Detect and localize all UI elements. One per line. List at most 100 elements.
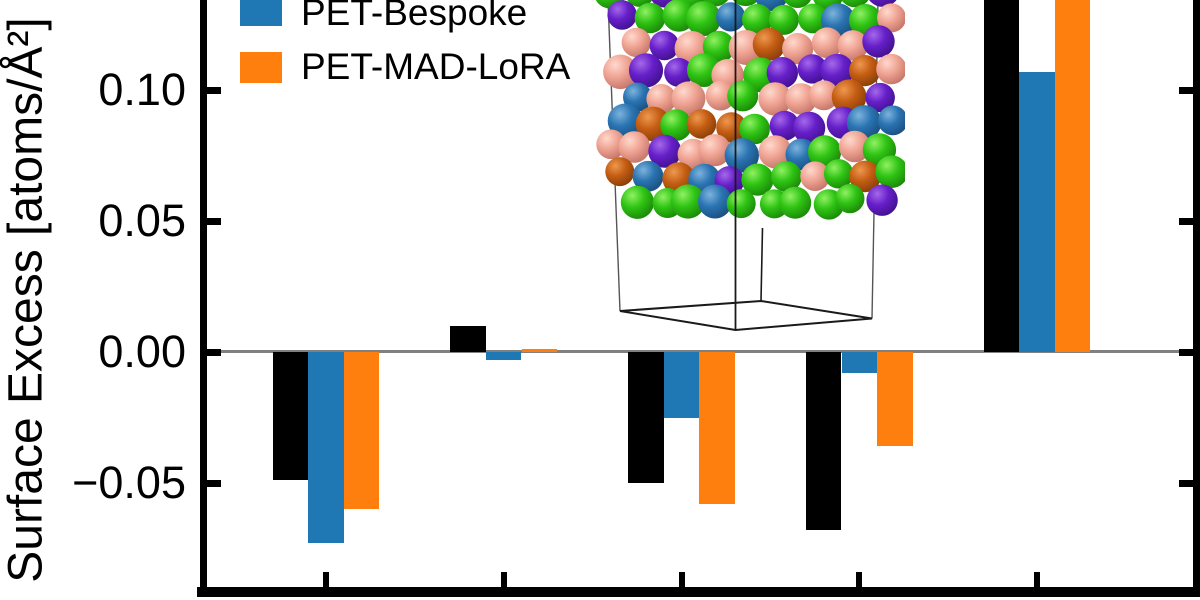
atom [831, 79, 867, 115]
y-tick-left [207, 479, 221, 487]
atom [603, 54, 638, 90]
bar-series0-group2 [628, 352, 664, 483]
atom [820, 53, 854, 88]
y-tick-left [207, 217, 221, 225]
atom [698, 134, 731, 167]
box-bottom-face [619, 299, 873, 332]
atom [849, 160, 881, 193]
bar-series0-group1 [450, 325, 486, 352]
atom [792, 111, 826, 145]
atom [664, 57, 694, 87]
atom [607, 0, 637, 30]
atom [823, 159, 854, 189]
atom [605, 157, 635, 187]
atom [628, 53, 664, 88]
bar-series0-group0 [272, 352, 309, 481]
x-axis-line [197, 587, 1200, 597]
atom [866, 184, 898, 216]
atom [634, 2, 666, 34]
y-tick-label: 0.00 [98, 326, 186, 377]
atom [620, 185, 654, 219]
y-tick-label: −0.05 [72, 457, 186, 508]
atom [716, 112, 747, 143]
atoms-layer [595, 0, 905, 220]
y-tick-label: 0.10 [98, 64, 186, 115]
bar-series2-group4 [1054, 0, 1091, 352]
atom [698, 184, 732, 219]
atom [769, 110, 800, 141]
bar-series0-group3 [805, 352, 842, 531]
atom [646, 84, 677, 114]
atom [877, 3, 905, 33]
atom [838, 130, 871, 163]
atom [741, 163, 774, 196]
right-axis-line [1193, 0, 1200, 597]
y-tick-right [1179, 86, 1193, 94]
bar-series1-group0 [308, 352, 344, 544]
atom [670, 184, 706, 219]
atom [837, 30, 869, 61]
bar-series2-group0 [343, 352, 380, 510]
atom [862, 25, 895, 58]
atom [648, 134, 682, 168]
legend-swatch-pet-mad-lora [240, 52, 282, 83]
box-back-edge [760, 227, 764, 302]
atom [724, 138, 759, 173]
x-tick [678, 572, 685, 587]
atom [800, 161, 830, 191]
atom [877, 105, 905, 136]
x-tick [500, 572, 507, 587]
atom [766, 56, 798, 89]
legend-label-pet-bespoke: PET-Bespoke [301, 0, 528, 33]
atom [649, 30, 680, 61]
bar-series1-group4 [1019, 71, 1055, 352]
atom [768, 4, 799, 35]
atom [621, 27, 651, 58]
atom [784, 0, 811, 8]
atom [835, 184, 865, 214]
bar-series0-group4 [983, 0, 1020, 352]
atom [716, 2, 746, 32]
atom [779, 186, 812, 219]
atom [705, 80, 736, 111]
legend-label-pet-mad-lora: PET-MAD-LoRA [301, 46, 571, 87]
atom [752, 27, 786, 61]
atom [785, 83, 817, 115]
atom [632, 160, 664, 192]
atom [811, 27, 843, 59]
atom [732, 0, 759, 7]
y-tick-right [1179, 348, 1193, 356]
zero-gridline [207, 350, 1193, 353]
atom [876, 53, 905, 85]
atom [797, 54, 827, 84]
atom [727, 80, 759, 112]
y-tick-left [207, 348, 221, 356]
atom [742, 4, 773, 35]
x-tick [1034, 572, 1040, 587]
atom [875, 155, 905, 188]
bar-series1-group1 [485, 352, 522, 360]
atom [758, 82, 792, 116]
x-tick [323, 572, 329, 587]
atom [758, 135, 792, 169]
atom [671, 81, 706, 116]
atom [739, 113, 770, 145]
atom [865, 82, 895, 113]
y-axis-title: Surface Excess [atoms/Å²] [0, 17, 53, 583]
atom [596, 129, 626, 160]
atom [686, 1, 722, 37]
atom [660, 109, 692, 141]
bar-series2-group2 [699, 352, 735, 504]
atom [808, 135, 842, 169]
atom [798, 3, 828, 34]
y-tick-label: 0.05 [98, 195, 186, 246]
atom [849, 55, 881, 87]
atom [607, 103, 643, 139]
legend-swatch-pet-bespoke [240, 0, 282, 26]
atom [808, 80, 839, 111]
x-tick [856, 572, 863, 587]
atom [771, 161, 802, 193]
bar-series1-group2 [663, 352, 700, 418]
y-tick-right [1179, 217, 1193, 225]
bar-series2-group3 [877, 352, 913, 447]
